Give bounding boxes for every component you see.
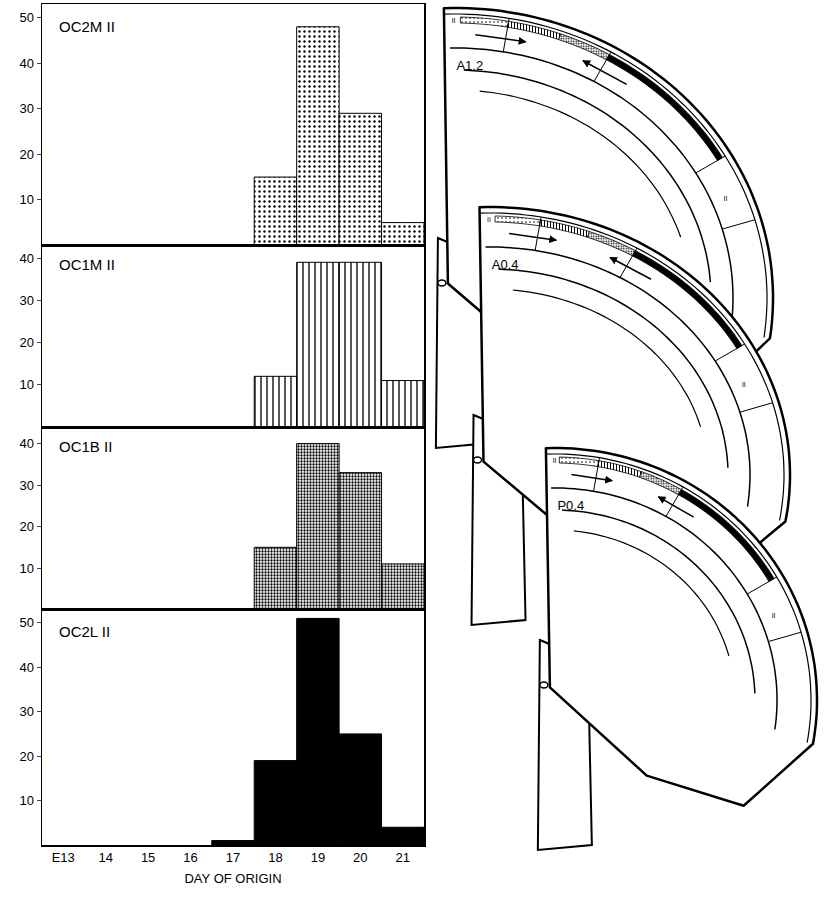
svg-text:II: II: [553, 457, 557, 464]
svg-text:10: 10: [19, 377, 33, 392]
svg-text:DAY OF ORIGIN: DAY OF ORIGIN: [184, 871, 281, 886]
svg-text:19: 19: [311, 850, 325, 865]
svg-text:20: 20: [19, 335, 33, 350]
svg-text:40: 40: [19, 436, 33, 451]
svg-text:17: 17: [226, 850, 240, 865]
svg-text:14: 14: [98, 850, 112, 865]
svg-text:10: 10: [19, 561, 33, 576]
svg-text:A0.4: A0.4: [492, 257, 519, 272]
svg-text:20: 20: [353, 850, 367, 865]
svg-text:15: 15: [141, 850, 155, 865]
svg-text:II: II: [452, 17, 456, 24]
svg-text:40: 40: [19, 660, 33, 675]
svg-text:50: 50: [19, 10, 33, 25]
svg-text:E13: E13: [52, 850, 75, 865]
svg-text:16: 16: [183, 850, 197, 865]
svg-text:40: 40: [19, 56, 33, 71]
svg-text:OC1B II: OC1B II: [59, 438, 112, 455]
svg-text:10: 10: [19, 793, 33, 808]
svg-text:21: 21: [396, 850, 410, 865]
svg-text:20: 20: [19, 519, 33, 534]
svg-text:30: 30: [19, 704, 33, 719]
svg-text:10: 10: [19, 192, 33, 207]
svg-text:II: II: [487, 216, 491, 223]
svg-text:30: 30: [19, 478, 33, 493]
svg-text:18: 18: [268, 850, 282, 865]
svg-text:II: II: [742, 381, 746, 388]
svg-text:40: 40: [19, 251, 33, 266]
svg-text:OC2M II: OC2M II: [59, 18, 115, 35]
svg-text:II: II: [724, 195, 728, 202]
svg-text:OC1M II: OC1M II: [59, 256, 115, 273]
svg-text:20: 20: [19, 147, 33, 162]
svg-text:30: 30: [19, 101, 33, 116]
svg-text:P0.4: P0.4: [557, 498, 584, 513]
svg-text:OC2L II: OC2L II: [59, 623, 110, 640]
svg-text:30: 30: [19, 293, 33, 308]
svg-text:20: 20: [19, 749, 33, 764]
svg-text:A1.2: A1.2: [456, 58, 483, 73]
svg-text:50: 50: [19, 615, 33, 630]
svg-text:II: II: [772, 612, 776, 619]
